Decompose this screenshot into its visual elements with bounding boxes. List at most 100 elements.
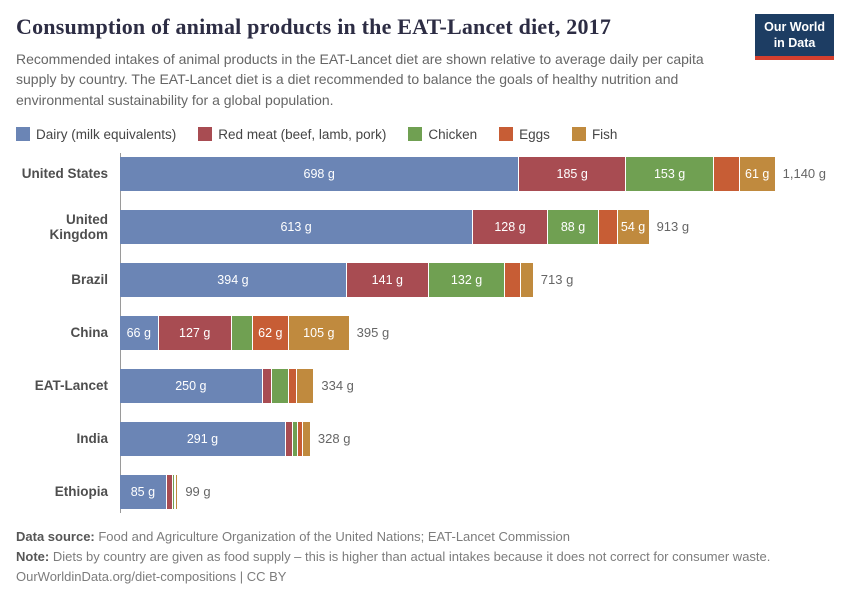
legend-item[interactable]: Eggs xyxy=(499,127,550,142)
country-label[interactable]: United States xyxy=(21,166,108,182)
bar-segment[interactable] xyxy=(175,474,178,509)
legend-label: Fish xyxy=(591,126,618,142)
bar-segment[interactable]: 85 g xyxy=(120,474,166,509)
country-label[interactable]: India xyxy=(76,431,108,447)
logo-line-2: in Data xyxy=(773,36,816,51)
legend-label: Dairy (milk equivalents) xyxy=(36,126,177,142)
segment-value-label: 250 g xyxy=(175,378,207,393)
country-label[interactable]: China xyxy=(70,325,108,341)
segment-value-label: 127 g xyxy=(179,325,211,340)
legend-item[interactable]: Fish xyxy=(571,126,618,142)
bar-track: 250 g 334 g xyxy=(120,368,826,403)
legend-label: Red meat (beef, lamb, pork) xyxy=(218,126,387,142)
country-label[interactable]: United Kingdom xyxy=(49,211,109,242)
bar-segment[interactable] xyxy=(270,368,289,403)
bar-segment[interactable] xyxy=(165,474,172,509)
bar-segment[interactable]: 185 g xyxy=(518,156,625,191)
segment-value-label: 153 g xyxy=(653,166,686,181)
bar-segment[interactable] xyxy=(713,156,739,191)
bar-segment[interactable] xyxy=(297,421,302,456)
bar-track: 698 g 185 g 153 g 61 g 1,140 g xyxy=(120,156,826,191)
chart-row: Ethiopia 85 g 99 g xyxy=(16,474,834,509)
bar-segment[interactable] xyxy=(301,421,310,456)
legend-item[interactable]: Dairy (milk equivalents) xyxy=(16,127,176,142)
bar-segment[interactable]: 54 g xyxy=(616,209,649,244)
bar-segment[interactable]: 128 g xyxy=(472,209,547,244)
bar-segment[interactable] xyxy=(230,315,252,350)
bar-track: 85 g 99 g xyxy=(120,474,826,509)
bar-segment[interactable]: 250 g xyxy=(120,368,262,403)
bar-segment[interactable] xyxy=(284,421,292,456)
total-label: 99 g xyxy=(185,484,211,500)
footer-url-line[interactable]: OurWorldinData.org/diet-compositions | C… xyxy=(16,568,287,584)
logo-line-1: Our World xyxy=(764,20,825,34)
total-label: 395 g xyxy=(356,325,390,341)
bar-segment[interactable] xyxy=(598,209,617,244)
bar-segment[interactable]: 61 g xyxy=(738,156,775,191)
stacked-bar: 613 g 128 g 88 g 54 g xyxy=(120,209,649,244)
country-label[interactable]: Ethiopia xyxy=(54,484,108,500)
page-title: Consumption of animal products in the EA… xyxy=(16,14,612,39)
total-label: 328 g xyxy=(317,431,351,447)
stacked-bar: 698 g 185 g 153 g 61 g xyxy=(120,156,775,191)
page-subtitle: Recommended intakes of animal products i… xyxy=(16,51,704,108)
bar-segment[interactable]: 613 g xyxy=(120,209,473,244)
footer: Data source: Food and Agriculture Organi… xyxy=(16,527,834,587)
country-label[interactable]: EAT-Lancet xyxy=(34,378,108,394)
segment-value-label: 394 g xyxy=(217,272,249,287)
bar-segment[interactable]: 141 g xyxy=(345,262,428,297)
legend-item[interactable]: Red meat (beef, lamb, pork) xyxy=(198,127,386,142)
segment-value-label: 613 g xyxy=(280,219,312,234)
bar-segment[interactable] xyxy=(261,368,271,403)
bar-segment[interactable]: 698 g xyxy=(120,156,519,191)
country-label[interactable]: Brazil xyxy=(71,272,108,288)
owid-logo[interactable]: Our World in Data xyxy=(755,14,834,60)
total-label: 334 g xyxy=(321,378,354,394)
bar-segment[interactable] xyxy=(171,474,174,509)
bar-segment[interactable]: 66 g xyxy=(120,315,158,350)
legend-swatch xyxy=(571,127,586,142)
segment-value-label: 85 g xyxy=(130,484,156,499)
total-label: 1,140 g xyxy=(782,166,826,182)
bar-segment[interactable]: 153 g xyxy=(624,156,714,191)
segment-value-label: 132 g xyxy=(450,272,483,287)
bar-track: 394 g 141 g 132 g 713 g xyxy=(120,262,826,297)
bar-segment[interactable]: 62 g xyxy=(251,315,288,350)
total-label: 913 g xyxy=(656,219,690,235)
chart-rows: United States 698 g 185 g 153 g 61 g 1,140 g U… xyxy=(16,156,834,509)
chart-row: EAT-Lancet 250 g 334 g xyxy=(16,368,834,403)
segment-value-label: 128 g xyxy=(494,219,526,234)
bar-segment[interactable]: 127 g xyxy=(157,315,231,350)
bar-segment[interactable]: 88 g xyxy=(546,209,599,244)
bar-segment[interactable] xyxy=(519,262,533,297)
segment-value-label: 185 g xyxy=(556,166,588,181)
bar-track: 291 g 328 g xyxy=(120,421,826,456)
stacked-bar: 66 g 127 g 62 g 105 g xyxy=(120,315,349,350)
legend-item[interactable]: Chicken xyxy=(408,127,477,142)
legend-swatch xyxy=(499,127,514,142)
stacked-bar: 85 g xyxy=(120,474,178,509)
stacked-bar: 291 g xyxy=(120,421,310,456)
bar-segment[interactable] xyxy=(504,262,520,297)
bar-segment[interactable] xyxy=(291,421,298,456)
source-text: Food and Agriculture Organization of the… xyxy=(94,528,570,544)
bar-segment[interactable]: 291 g xyxy=(120,421,285,456)
bar-segment[interactable]: 394 g xyxy=(120,262,346,297)
bar-segment[interactable] xyxy=(288,368,297,403)
legend-swatch xyxy=(408,127,423,142)
footer-source-line: Data source: Food and Agriculture Organi… xyxy=(16,527,834,547)
bar-segment[interactable] xyxy=(296,368,314,403)
segment-value-label: 66 g xyxy=(126,325,151,340)
header: Consumption of animal products in the EA… xyxy=(16,14,834,110)
total-label: 713 g xyxy=(540,272,574,288)
bar-segment[interactable] xyxy=(173,474,176,509)
segment-value-label: 88 g xyxy=(560,219,586,234)
bar-segment[interactable]: 132 g xyxy=(427,262,505,297)
source-label: Data source: xyxy=(16,528,95,544)
note-label: Note: xyxy=(16,548,50,564)
legend-label: Chicken xyxy=(428,126,478,142)
bar-segment[interactable]: 105 g xyxy=(287,315,349,350)
chart-row: China 66 g 127 g 62 g 105 g 395 g xyxy=(16,315,834,350)
segment-value-label: 291 g xyxy=(186,431,219,446)
